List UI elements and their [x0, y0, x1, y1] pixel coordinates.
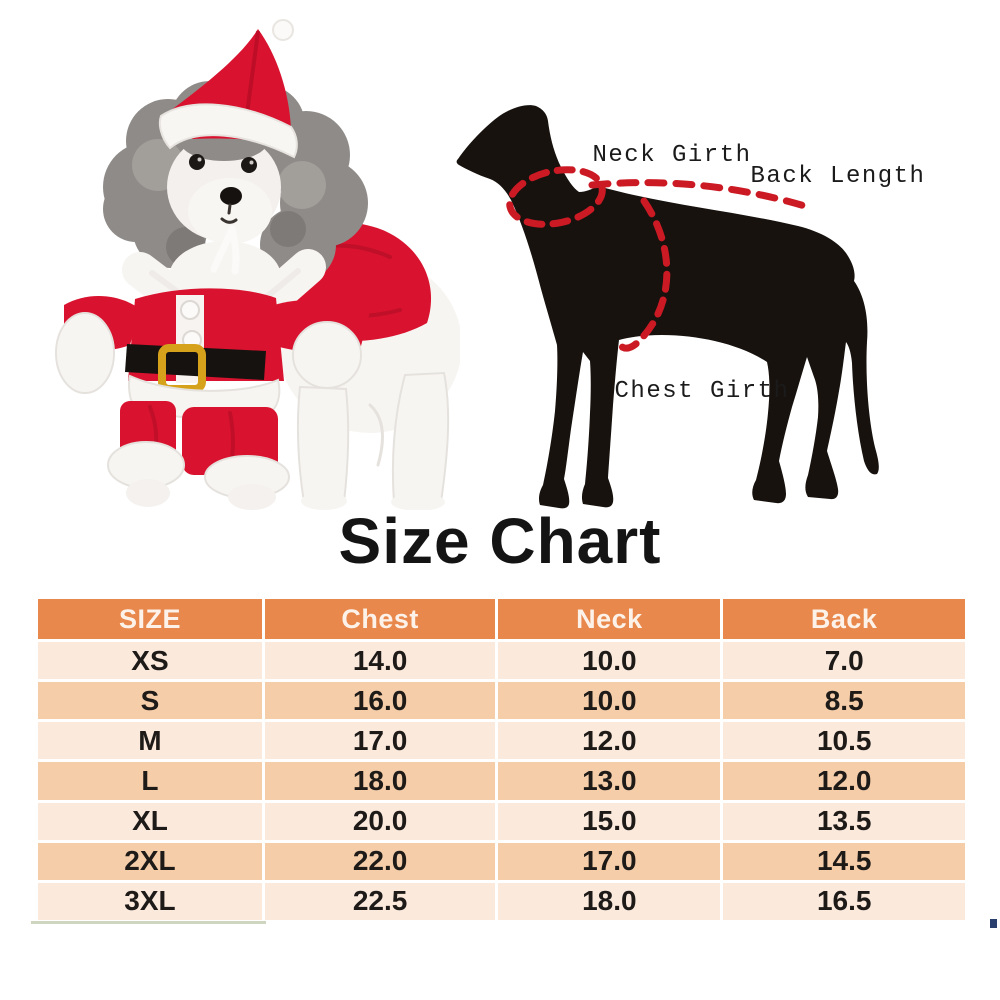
chest-girth-label: Chest Girth: [615, 378, 790, 405]
measurement-cell: 15.0: [495, 799, 724, 843]
column-header-back: Back: [720, 596, 968, 642]
size-cell: M: [35, 719, 265, 763]
column-header-neck: Neck: [495, 596, 724, 642]
back-length-dash-line: [588, 179, 812, 211]
dog-measurement-diagram: Neck Girth Back Length Chest Girth: [456, 105, 926, 509]
measurement-cell: 10.0: [495, 638, 724, 683]
product-photo-dog-santa-costume: [40, 15, 462, 511]
santa-sleeves: [55, 295, 370, 394]
measurement-cell: 16.0: [261, 679, 499, 723]
size-cell: S: [35, 679, 265, 723]
size-row-l: L 18.0 13.0 12.0: [35, 759, 968, 803]
measurement-diagram: Neck Girth Back Length Chest Girth: [440, 95, 990, 515]
size-row-3xl: 3XL 22.5 18.0 16.5: [35, 879, 968, 924]
measurement-cell: 20.0: [261, 799, 499, 843]
pant-cuffs-and-paws: [107, 441, 290, 510]
measurement-cell: 18.0: [495, 879, 724, 924]
chest-girth-dash-line: [616, 197, 671, 352]
size-row-s: S 16.0 10.0 8.5: [35, 679, 968, 723]
column-header-chest: Chest: [261, 596, 499, 642]
measurement-cell: 18.0: [261, 759, 499, 803]
size-row-2xl: 2XL 22.0 17.0 14.5: [35, 839, 968, 883]
measurement-cell: 8.5: [720, 679, 968, 723]
size-table-header-row: SIZE Chest Neck Back: [35, 596, 968, 642]
measurement-cell: 13.0: [495, 759, 724, 803]
size-row-m: M 17.0 12.0 10.5: [35, 719, 968, 763]
size-cell: 3XL: [35, 879, 265, 924]
neck-ribbon: [210, 225, 240, 275]
measurement-cell: 10.0: [495, 679, 724, 723]
dog-silhouette: [456, 105, 879, 509]
santa-hat: [158, 19, 298, 159]
measurement-cell: 22.5: [261, 879, 499, 924]
measurement-cell: 17.0: [261, 719, 499, 763]
measurement-cell: 17.0: [495, 839, 724, 883]
dog-nose: [220, 187, 242, 205]
column-header-size: SIZE: [35, 596, 265, 642]
neck-girth-label: Neck Girth: [592, 142, 751, 169]
size-cell: XL: [35, 799, 265, 843]
measurement-cell: 14.0: [261, 638, 499, 683]
size-table: SIZE Chest Neck Back XS 14.0 10.0 7.0 S 16.0 10.0…: [35, 596, 968, 924]
measurement-cell: 10.5: [720, 719, 968, 763]
measurement-cell: 22.0: [261, 839, 499, 883]
size-row-xs: XS 14.0 10.0 7.0: [35, 638, 968, 683]
back-length-label: Back Length: [751, 163, 926, 190]
scan-artifact-dot: [990, 919, 997, 928]
dog-face: [167, 121, 281, 244]
jacket-button: [180, 300, 200, 320]
measurement-cell: 12.0: [495, 719, 724, 763]
measurement-cell: 12.0: [720, 759, 968, 803]
size-cell: XS: [35, 638, 265, 683]
size-row-xl: XL 20.0 15.0 13.5: [35, 799, 968, 843]
page-title: Size Chart: [338, 505, 662, 577]
size-cell: 2XL: [35, 839, 265, 883]
hat-brim: [158, 103, 298, 159]
dog-photo-illustration: [55, 19, 462, 511]
measurement-cell: 7.0: [720, 638, 968, 683]
dog-eye-right: [241, 157, 257, 173]
measurement-cell: 16.5: [720, 879, 968, 924]
dog-eye-left: [189, 154, 205, 170]
hat-pompom: [272, 19, 294, 41]
scan-artifact-line: [31, 921, 266, 924]
size-cell: L: [35, 759, 265, 803]
measurement-cell: 14.5: [720, 839, 968, 883]
measurement-cell: 13.5: [720, 799, 968, 843]
